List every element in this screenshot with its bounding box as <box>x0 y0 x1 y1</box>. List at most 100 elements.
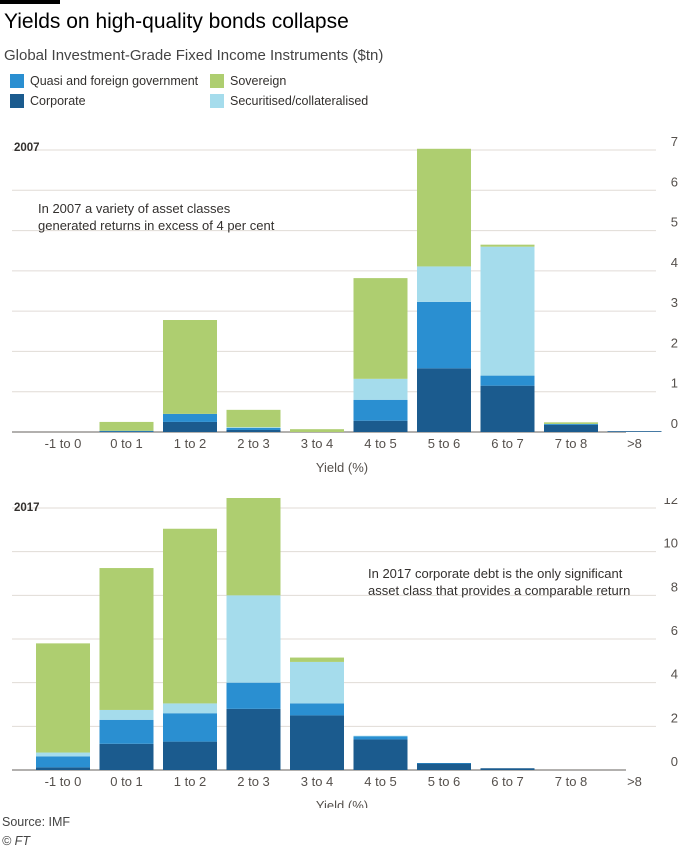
bar-sovereign <box>480 244 535 247</box>
bar-sovereign <box>36 643 90 753</box>
bar-corporate <box>544 424 598 432</box>
bar-corporate <box>353 739 408 770</box>
bar-quasi <box>163 713 217 742</box>
y-tick-label: 6 <box>671 174 678 189</box>
x-axis-label: Yield (%) <box>316 798 368 808</box>
source-note: Source: IMF <box>2 815 71 829</box>
bar-corporate <box>607 431 662 432</box>
legend-label-corporate: Corporate <box>30 94 86 108</box>
chart-2017: 0 2 4 6 8 10 12 2017 -1 to 0 0 to 1 1 to 2 2 to 3 3 … <box>12 498 678 808</box>
bar-corporate <box>480 768 535 770</box>
y-tick-label: 2 <box>671 710 678 725</box>
x-tick-label: 5 to 6 <box>428 774 461 789</box>
bar-corporate <box>226 429 281 432</box>
x-tick-label: 3 to 4 <box>301 436 334 451</box>
x-tick-label: 3 to 4 <box>301 774 334 789</box>
panel-title: 2007 <box>14 142 40 154</box>
y-tick-label: 3 <box>671 295 678 310</box>
x-tick-label: >8 <box>627 436 642 451</box>
legend: Quasi and foreign government Corporate S… <box>10 74 610 114</box>
x-tick-label: 6 to 7 <box>491 774 524 789</box>
annotation-text: generated returns in excess of 4 per cen… <box>38 218 275 233</box>
bar-quasi <box>417 301 471 369</box>
bar-quasi <box>417 763 471 764</box>
y-tick-label: 10 <box>664 536 678 551</box>
y-tick-label: 4 <box>671 667 678 682</box>
bar-quasi <box>99 430 154 432</box>
bar-sovereign <box>99 568 154 710</box>
legend-label-sovereign: Sovereign <box>230 74 287 88</box>
bar-securitised <box>480 246 535 376</box>
bar-securitised <box>417 266 471 302</box>
x-tick-label: 6 to 7 <box>491 436 524 451</box>
bar-quasi <box>99 719 154 744</box>
bar-corporate <box>417 368 471 432</box>
x-tick-label: 0 to 1 <box>110 774 143 789</box>
legend-item-quasi: Quasi and foreign government <box>10 74 198 88</box>
x-tick-label: 4 to 5 <box>364 774 397 789</box>
bar-sovereign <box>163 320 217 414</box>
x-tick-label: 2 to 3 <box>237 774 270 789</box>
x-tick-label: >8 <box>627 774 642 789</box>
legend-label-securitised: Securitised/collateralised <box>230 94 369 108</box>
bar-quasi <box>353 736 408 740</box>
bar-corporate <box>99 743 154 770</box>
bar-corporate <box>480 385 535 432</box>
y-tick-label: 1 <box>671 376 678 391</box>
legend-label-quasi: Quasi and foreign government <box>30 74 199 88</box>
y-tick-label: 8 <box>671 579 678 594</box>
y-tick-label: 0 <box>671 754 678 769</box>
bar-sovereign <box>99 421 154 431</box>
chart-2007: 0 1 2 3 4 5 6 7 2007 -1 to 0 0 to 1 1 to 2 2 to 3 3 t… <box>12 134 678 475</box>
chart-title: Yields on high-quality bonds collapse <box>4 10 349 33</box>
bar-sovereign <box>290 657 344 662</box>
x-tick-label: 1 to 2 <box>174 436 207 451</box>
x-tick-label: -1 to 0 <box>45 774 82 789</box>
bar-sovereign <box>226 409 281 428</box>
annotation-text: In 2017 corporate debt is the only signi… <box>368 566 623 581</box>
y-tick-label: 12 <box>664 498 678 507</box>
x-tick-label: 1 to 2 <box>174 774 207 789</box>
panel-title: 2017 <box>14 502 40 514</box>
bar-corporate <box>99 431 154 432</box>
legend-item-corporate: Corporate <box>10 94 86 108</box>
bar-corporate <box>290 715 344 770</box>
bar-sovereign <box>226 498 281 596</box>
bar-sovereign <box>290 429 344 432</box>
bar-quasi <box>226 682 281 709</box>
bar-securitised <box>226 595 281 683</box>
bar-quasi <box>290 703 344 716</box>
y-tick-label: 4 <box>671 255 678 270</box>
x-tick-label: -1 to 0 <box>45 436 82 451</box>
chart-subtitle: Global Investment-Grade Fixed Income Ins… <box>4 47 384 64</box>
bar-securitised <box>36 752 90 757</box>
bar-sovereign <box>353 278 408 379</box>
legend-swatch-corporate <box>10 94 24 108</box>
bar-quasi <box>353 399 408 421</box>
ft-top-bar <box>0 0 60 4</box>
bar-corporate <box>36 767 90 770</box>
bar-securitised <box>99 709 154 720</box>
legend-item-securitised: Securitised/collateralised <box>210 94 368 108</box>
y-tick-label: 6 <box>671 623 678 638</box>
legend-item-sovereign: Sovereign <box>210 74 286 88</box>
y-tick-label: 2 <box>671 335 678 350</box>
bar-securitised <box>163 703 217 714</box>
bar-quasi <box>226 427 281 430</box>
bar-securitised <box>353 378 408 400</box>
bar-corporate <box>226 708 281 770</box>
legend-swatch-quasi <box>10 74 24 88</box>
bar-corporate <box>163 421 217 432</box>
annotation-text: asset class that provides a comparable r… <box>368 583 630 598</box>
legend-swatch-sovereign <box>210 74 224 88</box>
x-tick-label: 4 to 5 <box>364 436 397 451</box>
bar-quasi <box>36 756 90 768</box>
bar-sovereign <box>163 528 217 704</box>
bar-quasi <box>544 423 598 425</box>
x-tick-label: 2 to 3 <box>237 436 270 451</box>
x-tick-label: 5 to 6 <box>428 436 461 451</box>
x-axis-label: Yield (%) <box>316 460 368 475</box>
x-tick-label: 7 to 8 <box>555 774 588 789</box>
annotation-text: In 2007 a variety of asset classes <box>38 201 231 216</box>
y-tick-label: 7 <box>671 134 678 149</box>
